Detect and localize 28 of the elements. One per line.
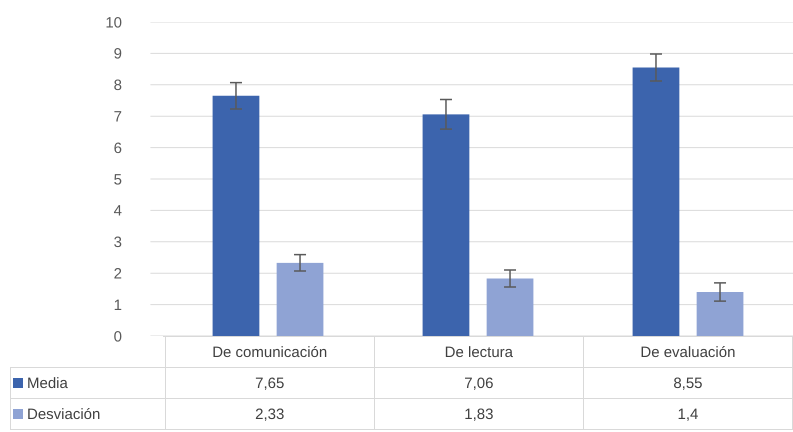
y-tick-label: 5	[114, 171, 122, 188]
data-label: 1,83	[374, 398, 584, 430]
y-tick-label: 6	[114, 140, 122, 157]
bar	[696, 292, 744, 336]
data-label: 8,55	[583, 368, 792, 398]
data-label: 7,06	[374, 368, 584, 398]
y-tick-label: 7	[114, 108, 122, 126]
bar	[486, 278, 534, 336]
data-label: 1,4	[583, 398, 792, 430]
y-tick-label: 9	[114, 46, 122, 63]
x-tick-label: De lectura	[374, 336, 584, 368]
x-tick-label: De evaluación	[583, 336, 792, 368]
legend-label: Desviación	[10, 398, 166, 430]
y-tick-label: 8	[114, 77, 122, 94]
bar	[212, 96, 260, 336]
y-tick-label: 3	[114, 234, 122, 252]
y-tick-label: 2	[114, 265, 122, 282]
bar	[632, 68, 680, 336]
bar	[422, 114, 470, 336]
y-tick-label: 10	[105, 14, 122, 32]
y-tick-label: 0	[114, 328, 122, 346]
x-tick-label: De comunicación	[165, 336, 374, 368]
y-tick-label: 1	[114, 296, 122, 314]
y-tick-label: 4	[114, 202, 122, 220]
data-label: 2,33	[165, 398, 374, 430]
data-label: 7,65	[165, 368, 374, 398]
bar	[276, 262, 324, 336]
legend-label: Media	[10, 368, 166, 398]
